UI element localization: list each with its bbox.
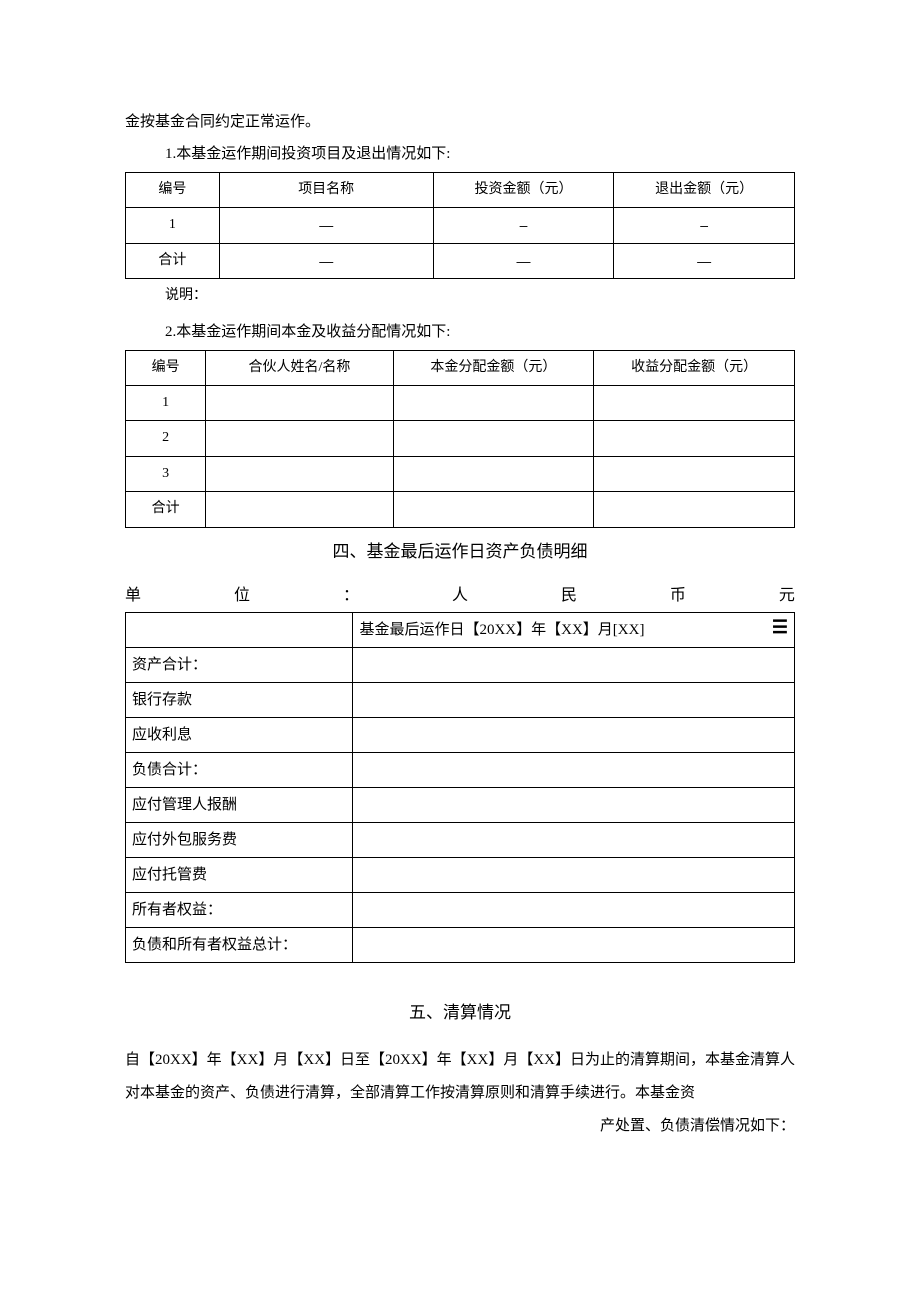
col-header: 投资金额（元） — [433, 173, 614, 208]
table-row: 应付托管费 — [126, 858, 795, 893]
heading-2: 2.本基金运作期间本金及收益分配情况如下: — [125, 320, 795, 344]
table-row: 银行存款 — [126, 683, 795, 718]
row-value — [353, 858, 795, 893]
cell: 1 — [126, 208, 220, 243]
row-label: 负债合计： — [126, 753, 353, 788]
row-value — [353, 928, 795, 963]
row-value — [353, 893, 795, 928]
unit-char: ： — [343, 583, 359, 609]
row-label: 所有者权益： — [126, 893, 353, 928]
col-header: 本金分配金额（元） — [393, 350, 594, 385]
row-label: 应付管理人报酬 — [126, 788, 353, 823]
section-5-paragraph: 自【20XX】年【XX】月【XX】日至【20XX】年【XX】月【XX】日为止的清… — [125, 1044, 795, 1110]
cell: 2 — [126, 421, 206, 456]
cell — [594, 421, 795, 456]
row-label: 负债和所有者权益总计： — [126, 928, 353, 963]
table-row: 负债和所有者权益总计： — [126, 928, 795, 963]
table-row: 所有者权益： — [126, 893, 795, 928]
row-label: 应付外包服务费 — [126, 823, 353, 858]
cell — [206, 456, 393, 491]
cell: 合计 — [126, 243, 220, 278]
section-4-title: 四、基金最后运作日资产负债明细 — [125, 538, 795, 565]
unit-row: 单 位 ： 人 民 币 元 — [125, 583, 795, 609]
unit-char: 币 — [670, 583, 686, 609]
cell: – — [614, 208, 795, 243]
row-value — [353, 683, 795, 718]
note-text: 说明： — [125, 285, 795, 307]
row-value — [353, 823, 795, 858]
unit-char: 元 — [779, 583, 795, 609]
cell — [594, 385, 795, 420]
table-row: 2 — [126, 421, 795, 456]
table-row: 负债合计： — [126, 753, 795, 788]
heading-1: 1.本基金运作期间投资项目及退出情况如下: — [125, 142, 795, 166]
table-row: 1 — – – — [126, 208, 795, 243]
table-header-row: 基金最后运作日【20XX】年【XX】月[XX] ☰ — [126, 613, 795, 648]
unit-char: 人 — [452, 583, 468, 609]
investment-table: 编号 项目名称 投资金额（元） 退出金额（元） 1 — – – 合计 — — — — [125, 172, 795, 279]
row-label: 资产合计： — [126, 648, 353, 683]
table-row: 应付管理人报酬 — [126, 788, 795, 823]
distribution-table: 编号 合伙人姓名/名称 本金分配金额（元） 收益分配金额（元） 1 2 3 合计 — [125, 350, 795, 528]
empty-header — [126, 613, 353, 648]
table-row: 资产合计： — [126, 648, 795, 683]
col-header: 合伙人姓名/名称 — [206, 350, 393, 385]
cell — [206, 385, 393, 420]
table-row: 合计 — — — — [126, 243, 795, 278]
table-header-row: 编号 合伙人姓名/名称 本金分配金额（元） 收益分配金额（元） — [126, 350, 795, 385]
cell: 1 — [126, 385, 206, 420]
row-value — [353, 753, 795, 788]
table-header-row: 编号 项目名称 投资金额（元） 退出金额（元） — [126, 173, 795, 208]
col-header: 编号 — [126, 173, 220, 208]
intro-text: 金按基金合同约定正常运作。 — [125, 110, 795, 134]
unit-char: 位 — [234, 583, 250, 609]
cell: — — [219, 208, 433, 243]
table-row: 3 — [126, 456, 795, 491]
section-5-title: 五、清算情况 — [125, 999, 795, 1026]
col-header: 编号 — [126, 350, 206, 385]
cell — [594, 492, 795, 527]
table-row: 1 — [126, 385, 795, 420]
cell: 合计 — [126, 492, 206, 527]
cell: — — [614, 243, 795, 278]
table-row: 合计 — [126, 492, 795, 527]
cell — [206, 421, 393, 456]
cell — [594, 456, 795, 491]
col-header: 收益分配金额（元） — [594, 350, 795, 385]
cell: 3 — [126, 456, 206, 491]
menu-icon: ☰ — [772, 618, 788, 636]
row-label: 银行存款 — [126, 683, 353, 718]
row-label: 应收利息 — [126, 718, 353, 753]
col-header: 退出金额（元） — [614, 173, 795, 208]
cell: — — [219, 243, 433, 278]
balance-table: 基金最后运作日【20XX】年【XX】月[XX] ☰ 资产合计： 银行存款 应收利… — [125, 612, 795, 963]
section-5-tail: 产处置、负债清偿情况如下： — [125, 1114, 795, 1138]
row-label: 应付托管费 — [126, 858, 353, 893]
date-header-text: 基金最后运作日【20XX】年【XX】月[XX] — [359, 622, 644, 638]
unit-char: 单 — [125, 583, 141, 609]
row-value — [353, 648, 795, 683]
cell: – — [433, 208, 614, 243]
cell — [393, 421, 594, 456]
table-row: 应付外包服务费 — [126, 823, 795, 858]
cell — [393, 456, 594, 491]
unit-char: 民 — [561, 583, 577, 609]
row-value — [353, 718, 795, 753]
cell — [206, 492, 393, 527]
row-value — [353, 788, 795, 823]
table-row: 应收利息 — [126, 718, 795, 753]
cell: — — [433, 243, 614, 278]
col-header: 项目名称 — [219, 173, 433, 208]
date-header: 基金最后运作日【20XX】年【XX】月[XX] ☰ — [353, 613, 795, 648]
cell — [393, 385, 594, 420]
cell — [393, 492, 594, 527]
